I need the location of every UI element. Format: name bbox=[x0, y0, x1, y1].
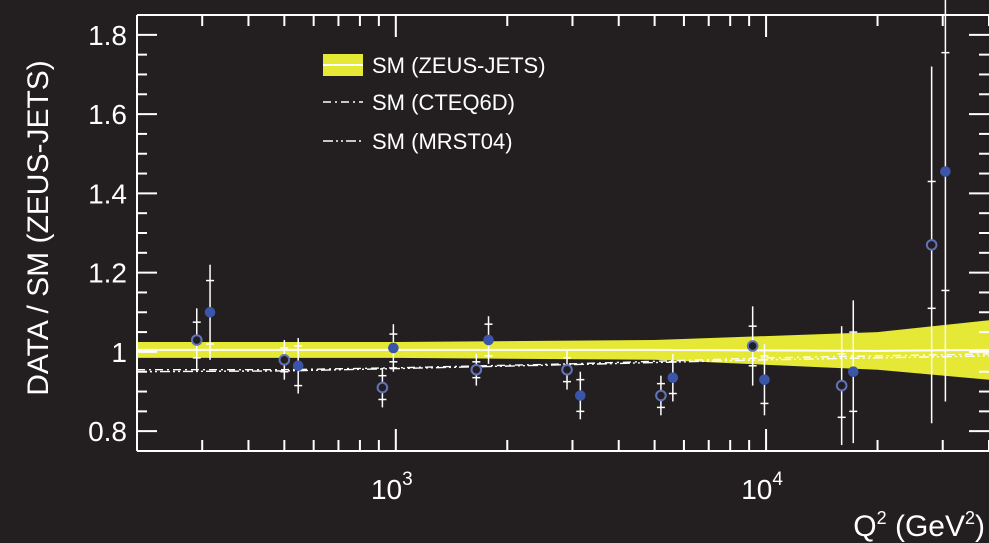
legend: SM (ZEUS-JETS) SM (CTEQ6D) SM (MRST04) bbox=[323, 53, 546, 154]
legend-label-mrst04: SM (MRST04) bbox=[372, 129, 513, 154]
x-axis-title-end: ) bbox=[975, 510, 985, 543]
x-axis-title-sup1: 2 bbox=[877, 508, 887, 528]
y-tick-label: 1.8 bbox=[88, 20, 127, 51]
x-axis-title-base: Q bbox=[853, 510, 876, 543]
data-points bbox=[190, 166, 951, 402]
axes-frame bbox=[136, 14, 989, 452]
x-tick-label-exp: 4 bbox=[772, 469, 783, 490]
y-tick-label: 1 bbox=[111, 337, 127, 368]
y-tick-label: 0.8 bbox=[88, 416, 127, 447]
data-point-open bbox=[561, 363, 573, 376]
band-center-line bbox=[137, 348, 989, 352]
data-point-filled bbox=[940, 166, 951, 177]
data-point-open bbox=[470, 363, 483, 376]
x-axis-title: Q2 (GeV2) bbox=[853, 508, 985, 543]
data-point-filled bbox=[847, 366, 859, 378]
mrst04-line bbox=[136, 355, 989, 373]
legend-label-zeus-jets: SM (ZEUS-JETS) bbox=[372, 53, 546, 78]
x-tick-label-base: 10 bbox=[741, 474, 772, 505]
x-axis-title-sup2: 2 bbox=[965, 508, 975, 528]
data-point-open bbox=[655, 389, 667, 402]
data-point-filled bbox=[292, 360, 304, 372]
data-point-open bbox=[376, 381, 389, 394]
data-point-open bbox=[190, 334, 203, 346]
data-point-filled bbox=[483, 334, 494, 346]
y-axis-title: DATA / SM (ZEUS-JETS) bbox=[22, 60, 55, 396]
y-tick-label: 1.6 bbox=[88, 99, 127, 130]
sm-zeus-jets-band bbox=[137, 320, 989, 380]
data-point-open bbox=[278, 354, 291, 366]
data-point-open bbox=[746, 340, 759, 352]
data-point-filled bbox=[204, 306, 216, 318]
data-point-open bbox=[925, 239, 938, 251]
sm-curves bbox=[136, 353, 989, 373]
data-point-filled bbox=[759, 374, 770, 385]
x-tick-label: 104 bbox=[741, 469, 783, 505]
y-tick-label: 1.2 bbox=[88, 258, 127, 289]
data-point-filled bbox=[575, 390, 586, 401]
error-bars bbox=[192, 0, 950, 446]
legend-label-cteq6d: SM (CTEQ6D) bbox=[372, 90, 515, 115]
x-tick-label-base: 10 bbox=[371, 474, 402, 505]
data-point-filled bbox=[388, 342, 399, 354]
x-tick-label: 103 bbox=[371, 469, 413, 505]
cteq6d-line bbox=[137, 353, 989, 371]
x-axis-title-mid: (GeV bbox=[887, 510, 965, 543]
data-point-filled bbox=[667, 372, 679, 383]
data-point-open bbox=[835, 379, 848, 392]
axis-ticks bbox=[136, 15, 989, 451]
x-tick-label-exp: 3 bbox=[402, 469, 413, 490]
y-tick-label: 1.4 bbox=[88, 178, 127, 209]
